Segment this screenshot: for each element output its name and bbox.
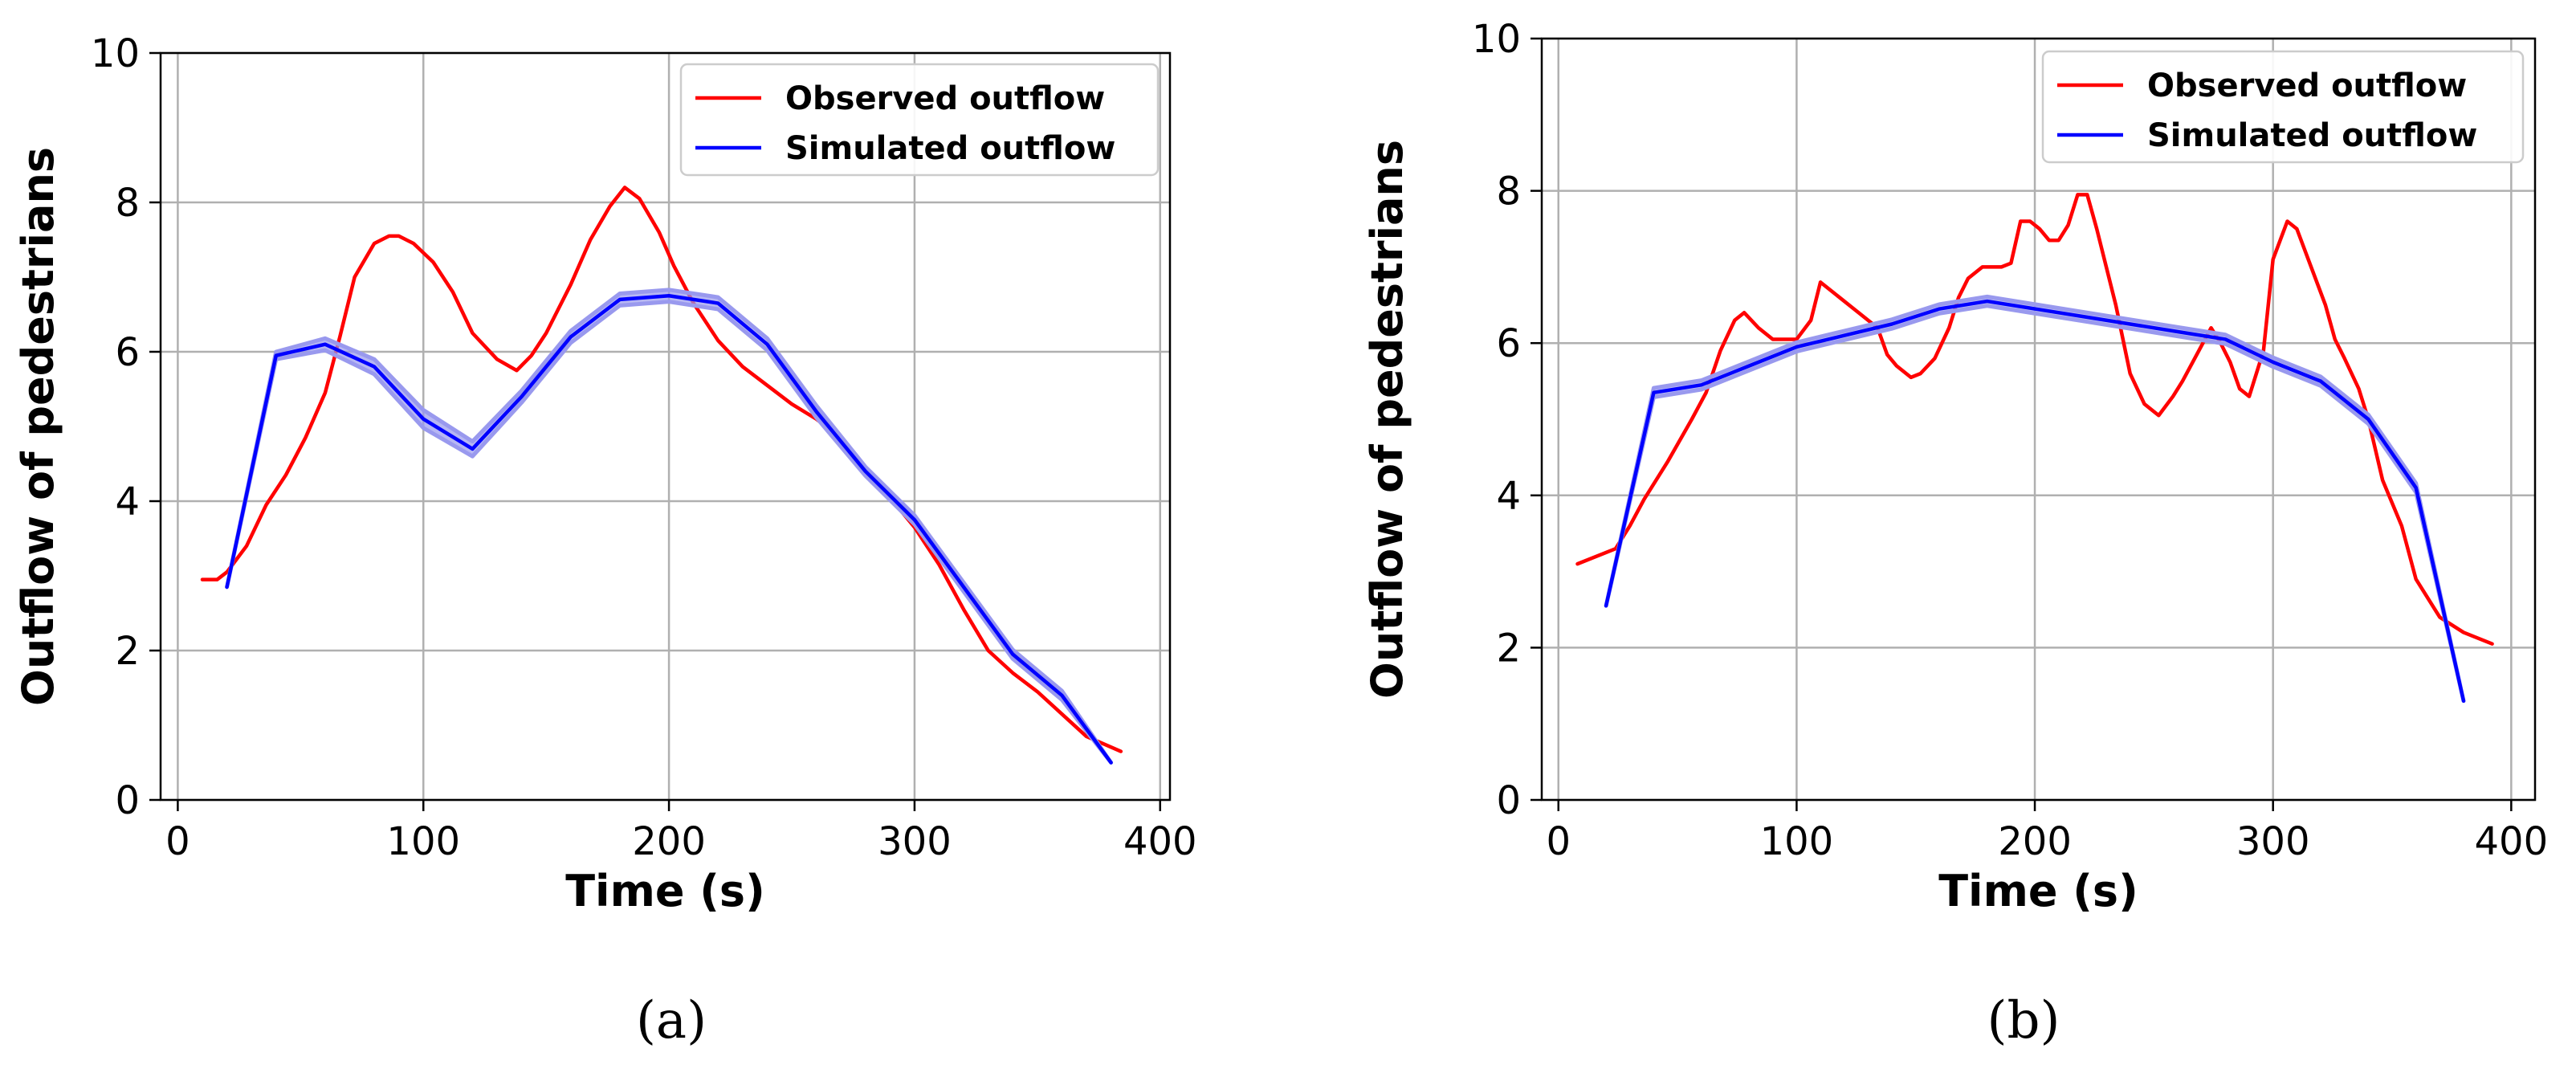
x-tick-label: 300 bbox=[878, 819, 952, 864]
y-tick-label: 10 bbox=[1472, 17, 1521, 62]
y-tick-label: 4 bbox=[115, 479, 140, 524]
y-tick-label: 2 bbox=[115, 629, 140, 674]
x-tick-label: 200 bbox=[1998, 819, 2072, 864]
series-line-simulated-outflow bbox=[1604, 299, 2466, 704]
panel-a-caption: (a) bbox=[636, 991, 707, 1051]
x-tick-label: 100 bbox=[1760, 819, 1834, 864]
x-tick-label: 400 bbox=[2475, 819, 2549, 864]
x-axis-label: Time (s) bbox=[1938, 866, 2138, 916]
legend: Observed outflow Simulated outflow bbox=[2041, 50, 2525, 164]
y-tick-label: 8 bbox=[1496, 169, 1521, 214]
y-tick-label: 0 bbox=[115, 778, 140, 823]
y-tick-label: 8 bbox=[115, 181, 140, 226]
axes-frame bbox=[1540, 37, 2537, 802]
y-axis-label: Outflow of pedestrians bbox=[13, 147, 63, 706]
x-tick-label: 300 bbox=[2236, 819, 2310, 864]
panel-b: 0 100 200 300 400 0 2 4 6 8 10 Time (s) Outflow of p… bbox=[1362, 17, 2548, 916]
x-tick-label: 400 bbox=[1123, 819, 1197, 864]
y-tick-label: 0 bbox=[1496, 778, 1521, 823]
series-line-observed-outflow bbox=[1575, 193, 2494, 646]
legend-label: Simulated outflow bbox=[785, 130, 1115, 167]
panel-b-caption: (b) bbox=[1987, 991, 2060, 1051]
x-tick-label: 100 bbox=[386, 819, 460, 864]
x-tick-label: 0 bbox=[1546, 819, 1571, 864]
axes-frame bbox=[159, 51, 1172, 802]
series-line-observed-outflow bbox=[200, 186, 1123, 753]
x-tick-label: 200 bbox=[632, 819, 706, 864]
y-tick-label: 6 bbox=[1496, 321, 1521, 366]
legend-label: Observed outflow bbox=[2147, 67, 2467, 104]
panel-a: 0 100 200 300 400 0 2 4 6 8 10 Time (s) Outflow of p… bbox=[13, 31, 1197, 916]
y-tick-label: 2 bbox=[1496, 626, 1521, 671]
y-tick-label: 10 bbox=[91, 31, 140, 76]
y-axis-label: Outflow of pedestrians bbox=[1362, 140, 1412, 699]
y-tick-label: 6 bbox=[115, 330, 140, 375]
legend: Observed outflow Simulated outflow bbox=[679, 63, 1160, 177]
series-line-simulated-outflow bbox=[225, 294, 1113, 765]
legend-label: Observed outflow bbox=[785, 80, 1105, 117]
x-axis-label: Time (s) bbox=[565, 866, 765, 916]
x-tick-label: 0 bbox=[165, 819, 190, 864]
legend-box bbox=[679, 63, 1160, 177]
y-tick-label: 4 bbox=[1496, 474, 1521, 519]
legend-box bbox=[2041, 50, 2525, 164]
legend-label: Simulated outflow bbox=[2147, 117, 2477, 154]
